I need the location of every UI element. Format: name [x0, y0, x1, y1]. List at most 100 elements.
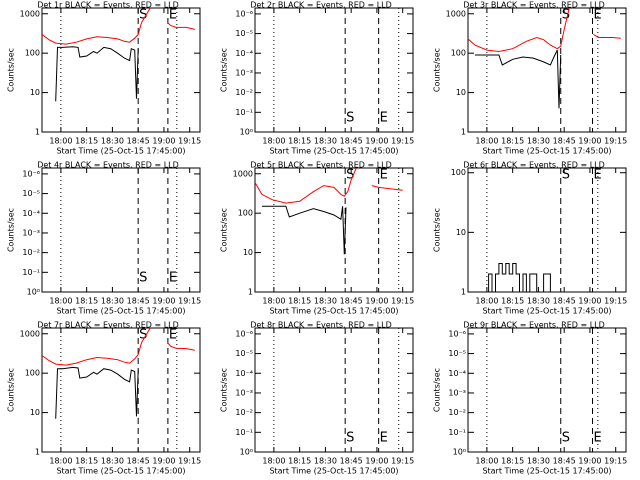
x-axis-label: Start Time (25-Oct-15 17:45:00) [269, 147, 398, 156]
y-tick-label: 10⁻³ [235, 388, 253, 397]
panel-title: Det 3r BLACK = Events, RED = LLD [463, 1, 605, 10]
x-tick-label: 19:15 [178, 137, 201, 146]
marker-label: E [380, 111, 388, 126]
panel: Det 9r BLACK = Events, RED = LLD Start Ti… [433, 321, 628, 476]
x-tick-label: 18:00 [49, 457, 72, 466]
plot-frame [254, 167, 414, 293]
y-tick-label: 1000 [20, 9, 40, 18]
y-tick-label: 10⁻⁵ [235, 29, 253, 38]
y-tick-label: 10⁻² [235, 88, 253, 97]
panel-title: Det 6r BLACK = Events, RED = LLD [463, 161, 605, 170]
x-axis-label: Start Time (25-Oct-15 17:45:00) [56, 307, 185, 316]
y-tick-label: 1 [461, 128, 466, 137]
panel-title: Det 8r BLACK = Events, RED = LLD [250, 321, 392, 330]
plot-frame [41, 167, 201, 293]
x-tick-label: 18:45 [553, 137, 576, 146]
x-tick-label: 19:15 [391, 297, 414, 306]
marker-label: S [562, 168, 570, 183]
y-tick-label: 10⁻⁶ [448, 329, 466, 338]
y-tick-label: 10⁻³ [235, 68, 253, 77]
y-tick-label: 10⁻¹ [448, 428, 466, 437]
panel: Det 6r BLACK = Events, RED = LLD Start Ti… [433, 161, 628, 316]
panel-title: Det 1r BLACK = Events, RED = LLD [37, 1, 179, 10]
marker-label: S [139, 8, 147, 23]
panel-title: Det 9r BLACK = Events, RED = LLD [463, 321, 605, 330]
x-tick-label: 19:15 [391, 137, 414, 146]
y-axis-label: Counts/sec [220, 48, 229, 92]
panel-title: Det 7r BLACK = Events, RED = LLD [37, 321, 179, 330]
y-tick-label: 10⁻² [22, 248, 40, 257]
x-tick-label: 18:30 [314, 297, 337, 306]
x-axis-label: Start Time (25-Oct-15 17:45:00) [482, 467, 611, 476]
x-tick-label: 18:30 [527, 297, 550, 306]
plot-frame [467, 167, 627, 293]
y-tick-label: 10⁻³ [22, 228, 40, 237]
marker-label: S [346, 431, 354, 446]
x-tick-label: 18:30 [101, 297, 124, 306]
panel-title: Det 5r BLACK = Events, RED = LLD [250, 161, 392, 170]
plot-frame [41, 7, 201, 133]
plot-frame [41, 327, 201, 453]
x-tick-label: 19:00 [365, 137, 388, 146]
x-tick-label: 19:00 [578, 297, 601, 306]
x-tick-label: 18:45 [553, 297, 576, 306]
marker-label: E [380, 431, 388, 446]
y-tick-label: 10⁻⁴ [235, 369, 253, 378]
panel: Det 1r BLACK = Events, RED = LLD Start Ti… [7, 1, 202, 156]
x-tick-label: 18:00 [262, 137, 285, 146]
y-tick-label: 100 [451, 49, 466, 58]
x-tick-label: 19:00 [578, 137, 601, 146]
x-tick-label: 18:15 [75, 457, 98, 466]
y-tick-label: 10⁰ [240, 128, 253, 137]
x-tick-label: 18:45 [340, 457, 363, 466]
y-tick-label: 1 [461, 288, 466, 297]
y-tick-label: 10⁻⁵ [448, 349, 466, 358]
series-line [55, 366, 139, 419]
series-line [255, 168, 403, 204]
x-tick-label: 18:15 [501, 137, 524, 146]
y-tick-label: 100 [451, 168, 466, 177]
x-tick-label: 18:00 [475, 297, 498, 306]
series-line [55, 46, 139, 102]
y-tick-label: 10⁻² [448, 408, 466, 417]
y-tick-label: 10⁰ [453, 448, 466, 457]
y-axis-label: Counts/sec [7, 368, 16, 412]
x-tick-label: 18:30 [101, 457, 124, 466]
x-tick-label: 18:00 [475, 137, 498, 146]
y-tick-label: 10⁻¹ [22, 268, 40, 277]
y-tick-label: 1000 [20, 329, 40, 338]
marker-label: E [169, 8, 177, 23]
y-tick-label: 100 [25, 369, 40, 378]
series-line [42, 8, 195, 45]
x-tick-label: 18:00 [262, 297, 285, 306]
x-tick-label: 18:45 [340, 137, 363, 146]
x-tick-label: 18:45 [553, 457, 576, 466]
x-tick-label: 19:15 [604, 137, 627, 146]
marker-label: S [562, 8, 570, 23]
y-tick-label: 10⁰ [240, 448, 253, 457]
y-tick-label: 10⁻³ [448, 388, 466, 397]
x-tick-label: 18:15 [75, 297, 98, 306]
x-tick-label: 18:00 [49, 137, 72, 146]
marker-label: S [562, 431, 570, 446]
series-line [481, 263, 558, 292]
y-axis-label: Counts/sec [7, 48, 16, 92]
panel: Det 5r BLACK = Events, RED = LLD Start Ti… [220, 161, 415, 316]
marker-label: E [169, 328, 177, 343]
x-axis-label: Start Time (25-Oct-15 17:45:00) [269, 467, 398, 476]
plot-frame [467, 327, 627, 453]
x-tick-label: 18:45 [127, 137, 150, 146]
y-tick-label: 1 [35, 128, 40, 137]
y-axis-label: Counts/sec [433, 48, 442, 92]
y-tick-label: 10 [30, 408, 40, 417]
x-tick-label: 19:00 [578, 457, 601, 466]
x-tick-label: 19:00 [365, 457, 388, 466]
x-tick-label: 19:15 [604, 457, 627, 466]
y-axis-label: Counts/sec [433, 208, 442, 252]
y-tick-label: 10⁻⁶ [235, 9, 253, 18]
y-tick-label: 10 [30, 88, 40, 97]
x-tick-label: 18:15 [288, 457, 311, 466]
panel: Det 2r BLACK = Events, RED = LLD Start Ti… [220, 1, 415, 156]
plot-frame [254, 7, 414, 133]
marker-label: S [139, 271, 147, 286]
